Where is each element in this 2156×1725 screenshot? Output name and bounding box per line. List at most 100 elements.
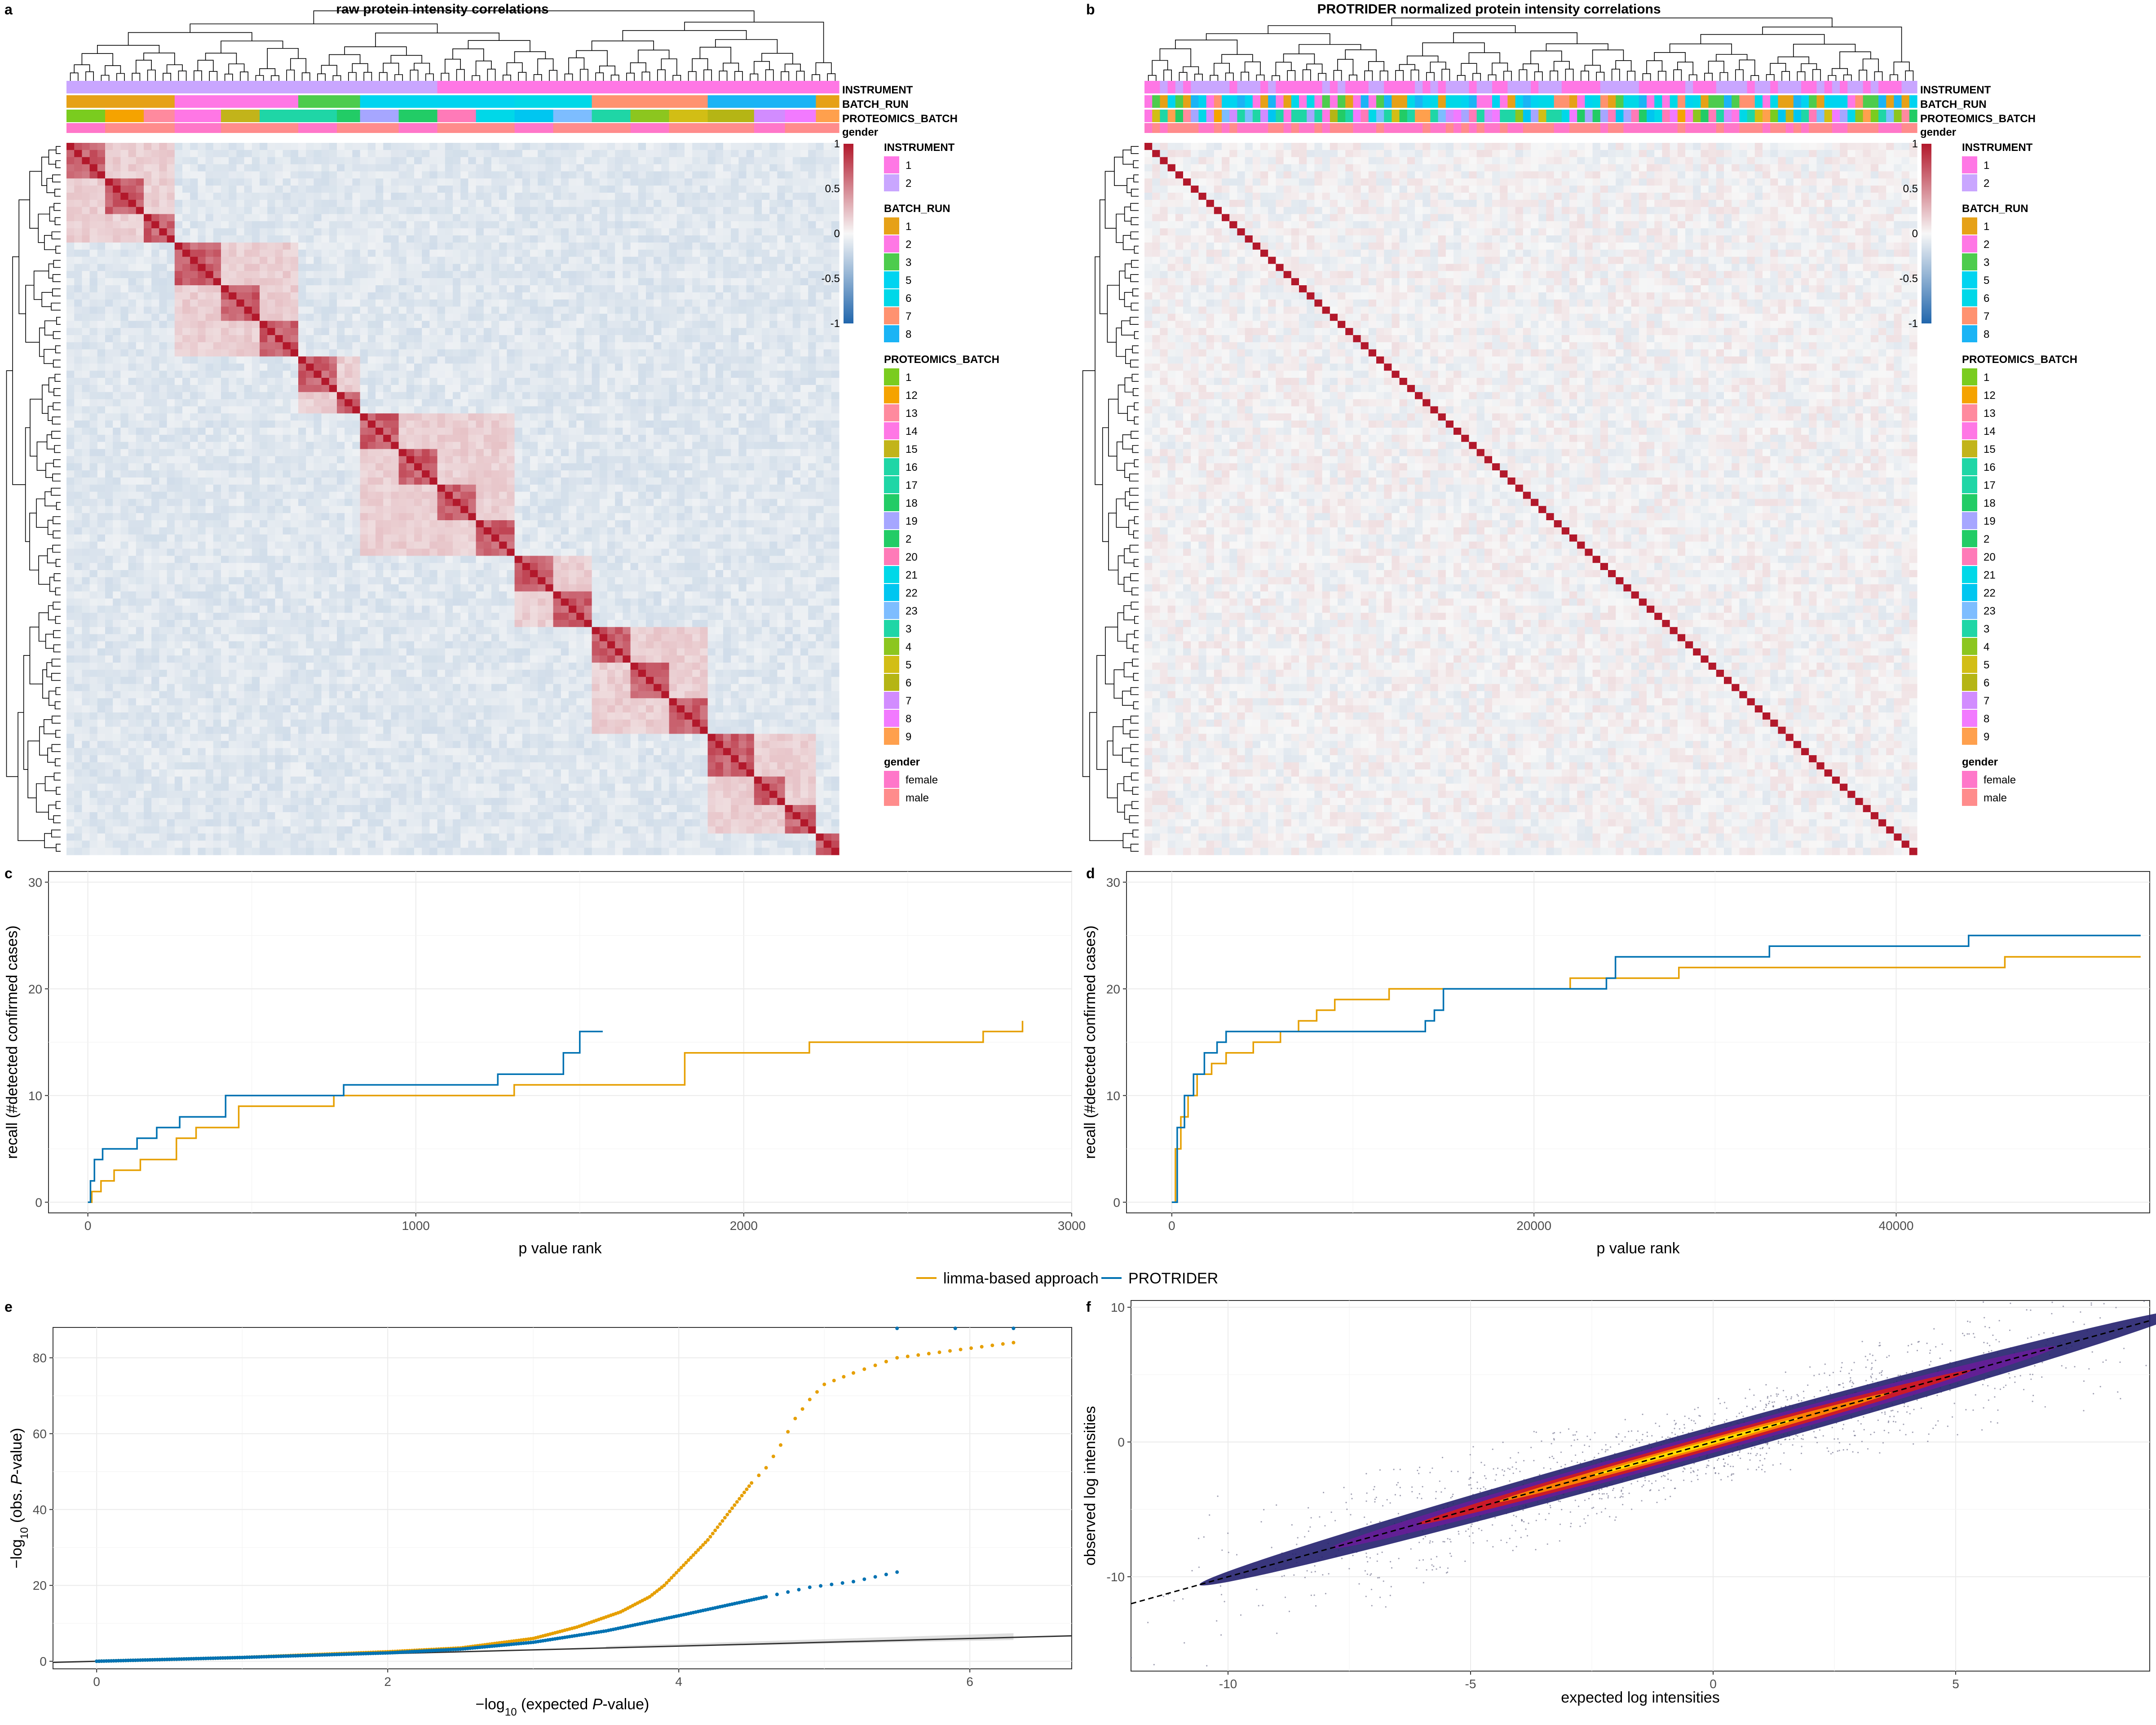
heat-cell: [708, 235, 716, 243]
dendro-branch: [395, 75, 402, 81]
heat-cell: [538, 171, 546, 178]
heat-cell: [607, 285, 615, 292]
annotation-cell: [429, 110, 437, 122]
heat-cell: [352, 221, 360, 228]
heat-cell: [120, 214, 128, 221]
heat-cell: [105, 264, 113, 271]
annotation-cell: [808, 81, 816, 93]
heat-cell: [429, 193, 437, 200]
annotation-cell: [769, 123, 778, 133]
annotation-cell: [522, 95, 530, 108]
heat-cell: [391, 292, 399, 300]
heat-cell: [97, 164, 106, 172]
annotation-cell: [82, 81, 90, 93]
heat-cell: [376, 171, 384, 178]
heat-cell: [74, 250, 82, 257]
heat-cell: [584, 150, 592, 157]
heat-cell: [283, 178, 291, 186]
heat-cell: [82, 264, 90, 271]
heat-cell: [723, 257, 731, 264]
heat-cell: [777, 243, 785, 250]
heat-cell: [167, 257, 175, 264]
heat-cell: [352, 292, 360, 300]
heat-cell: [638, 257, 646, 264]
heat-cell: [677, 200, 685, 207]
heat-cell: [468, 207, 476, 214]
heat-cell: [623, 207, 631, 214]
heat-cell: [600, 207, 608, 214]
annotation-cell: [105, 81, 113, 93]
heat-cell: [236, 243, 244, 250]
heat-cell: [74, 207, 82, 214]
heat-cell: [314, 264, 322, 271]
heat-cell: [221, 214, 229, 221]
heat-cell: [553, 200, 561, 207]
heat-cell: [816, 157, 824, 164]
heat-cell: [298, 300, 306, 307]
heat-cell: [530, 243, 538, 250]
heat-cell: [345, 257, 353, 264]
heat-cell: [298, 243, 306, 250]
heat-cell: [738, 186, 747, 193]
heat-cell: [252, 178, 260, 186]
heat-cell: [399, 164, 407, 172]
annotation-cell: [437, 81, 446, 93]
dendro-branch: [178, 71, 186, 81]
annotation-cell: [198, 110, 206, 122]
heat-cell: [685, 164, 693, 172]
heat-cell: [538, 278, 546, 285]
heat-cell: [252, 171, 260, 178]
heat-cell: [422, 271, 430, 278]
heat-cell: [329, 150, 337, 157]
heat-cell: [476, 214, 484, 221]
heat-cell: [429, 171, 437, 178]
heat-cell: [631, 143, 639, 150]
heat-cell: [824, 221, 832, 228]
heat-cell: [136, 271, 144, 278]
annotation-cell: [631, 110, 639, 122]
heat-cell: [337, 235, 345, 243]
heat-cell: [646, 257, 654, 264]
heat-cell: [515, 243, 523, 250]
heat-cell: [747, 200, 755, 207]
heat-cell: [82, 257, 90, 264]
heat-cell: [383, 285, 391, 292]
heat-cell: [90, 228, 98, 235]
heat-cell: [252, 164, 260, 172]
heat-cell: [329, 228, 337, 235]
heat-cell: [368, 143, 376, 150]
heat-cell: [283, 200, 291, 207]
heat-cell: [615, 150, 623, 157]
heat-cell: [151, 278, 159, 285]
heat-cell: [600, 300, 608, 307]
heat-cell: [530, 193, 538, 200]
heat-cell: [499, 178, 507, 186]
heat-cell: [716, 264, 724, 271]
heat-cell: [314, 271, 322, 278]
heat-cell: [522, 221, 530, 228]
heat-cell: [306, 193, 314, 200]
heat-cell: [716, 243, 724, 250]
heat-cell: [453, 157, 461, 164]
heat-cell: [623, 278, 631, 285]
heat-cell: [422, 235, 430, 243]
heat-cell: [484, 200, 492, 207]
heat-cell: [661, 207, 669, 214]
heat-cell: [97, 207, 106, 214]
heat-cell: [291, 300, 299, 307]
heat-cell: [685, 257, 693, 264]
heat-cell: [692, 243, 700, 250]
heat-cell: [206, 150, 214, 157]
heat-cell: [607, 207, 615, 214]
annotation-cell: [607, 95, 615, 108]
dendro-branch: [53, 816, 61, 823]
annotation-cell: [322, 110, 330, 122]
annotation-cell: [314, 81, 322, 93]
heat-cell: [700, 257, 708, 264]
heat-cell: [291, 257, 299, 264]
heat-cell: [128, 264, 137, 271]
heat-cell: [167, 235, 175, 243]
heat-cell: [175, 257, 183, 264]
annotation-cell: [360, 123, 368, 133]
heat-cell: [97, 157, 106, 164]
